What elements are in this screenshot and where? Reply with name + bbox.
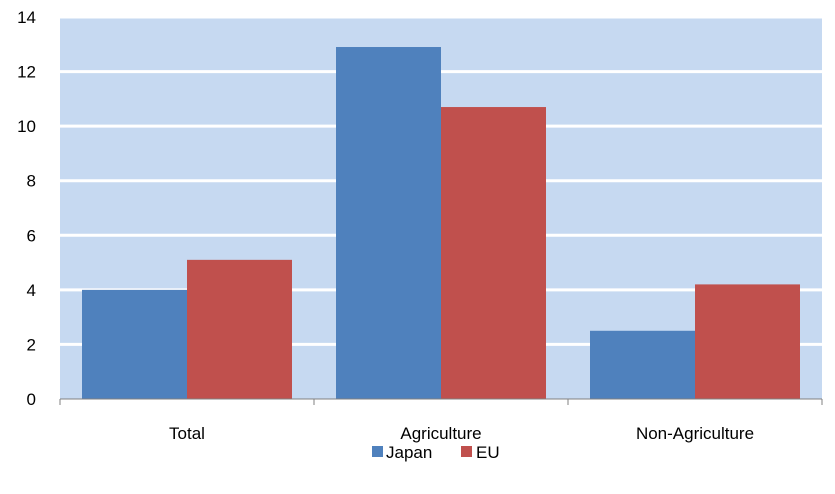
x-tick-label: Non-Agriculture xyxy=(636,424,754,443)
x-tick-label: Total xyxy=(169,424,205,443)
axes xyxy=(59,398,823,405)
bar-eu-agriculture xyxy=(441,107,546,400)
legend-swatch-japan xyxy=(372,446,383,457)
legend-label-eu: EU xyxy=(476,443,500,462)
bars xyxy=(82,47,800,400)
bar-eu-non-agriculture xyxy=(695,284,800,399)
y-tick-label: 14 xyxy=(17,8,36,27)
y-tick-label: 10 xyxy=(17,117,36,136)
legend-swatch-eu xyxy=(461,446,472,457)
y-tick-label: 8 xyxy=(27,172,36,191)
x-axis-tick-labels: Total Agriculture Non-Agriculture xyxy=(169,424,754,443)
y-axis-tick-labels: 0 2 4 6 8 10 12 14 xyxy=(17,8,36,409)
y-tick-label: 2 xyxy=(27,335,36,354)
legend-label-japan: Japan xyxy=(386,443,432,462)
y-tick-label: 4 xyxy=(27,281,36,300)
bar-japan-total xyxy=(82,289,187,399)
bar-japan-agriculture xyxy=(336,47,441,400)
y-tick-label: 0 xyxy=(27,390,36,409)
bar-eu-total xyxy=(187,259,292,399)
y-tick-label: 12 xyxy=(17,63,36,82)
bar-japan-non-agriculture xyxy=(590,330,695,399)
y-tick-label: 6 xyxy=(27,226,36,245)
x-tick-label: Agriculture xyxy=(400,424,481,443)
legend: Japan EU xyxy=(372,443,500,462)
